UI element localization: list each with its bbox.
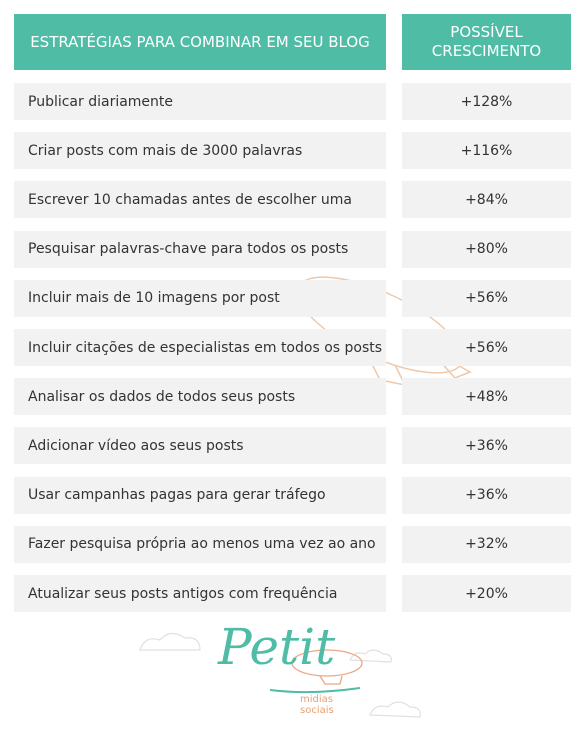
growth-header-line: CRESCIMENTO [431, 42, 542, 60]
growth-header-line: POSSÍVEL [450, 23, 523, 41]
growth-cell: +36% [402, 476, 571, 514]
strategy-header: ESTRATÉGIAS PARA COMBINAR EM SEU BLOG [14, 14, 386, 70]
logo-tagline-line: midias [300, 694, 333, 705]
growth-cell: +36% [402, 427, 571, 465]
strategy-cell: Escrever 10 chamadas antes de escolher u… [14, 181, 386, 219]
strategy-cell: Usar campanhas pagas para gerar tráfego [14, 476, 386, 514]
strategy-cell: Incluir mais de 10 imagens por post [14, 279, 386, 317]
growth-cell: +116% [402, 132, 571, 170]
logo-tagline: midias sociais [300, 694, 334, 716]
growth-cell: +128% [402, 83, 571, 120]
strategy-cell: Publicar diariamente [14, 83, 386, 120]
strategy-cell: Atualizar seus posts antigos com frequên… [14, 575, 386, 612]
growth-cell: +80% [402, 230, 571, 268]
strategy-cell: Incluir citações de especialistas em tod… [14, 329, 386, 366]
growth-cell: +32% [402, 525, 571, 563]
growth-cell: +84% [402, 181, 571, 219]
growth-cell: +56% [402, 329, 571, 366]
logo-tagline-line: sociais [300, 705, 334, 716]
strategy-cell: Fazer pesquisa própria ao menos uma vez … [14, 525, 386, 563]
growth-cell: +48% [402, 378, 571, 416]
strategy-cell: Criar posts com mais de 3000 palavras [14, 132, 386, 170]
strategy-cell: Pesquisar palavras-chave para todos os p… [14, 230, 386, 268]
growth-cell: +56% [402, 279, 571, 317]
growth-cell: +20% [402, 575, 571, 612]
logo-name: Petit [218, 618, 336, 676]
strategy-cell: Analisar os dados de todos seus posts [14, 378, 386, 416]
strategy-cell: Adicionar vídeo aos seus posts [14, 427, 386, 465]
growth-header: POSSÍVEL CRESCIMENTO [402, 14, 571, 70]
